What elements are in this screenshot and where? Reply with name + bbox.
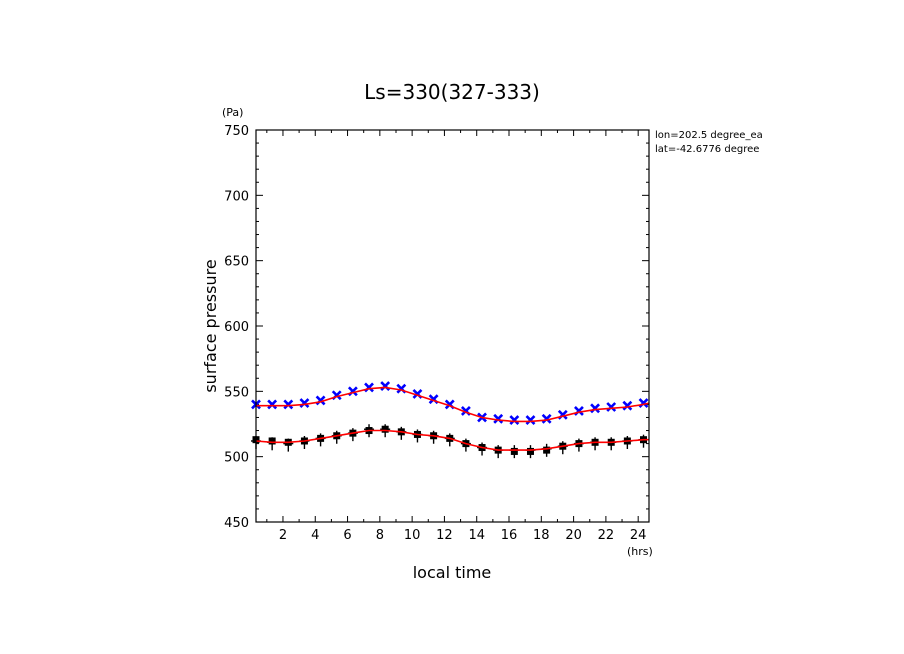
data-point xyxy=(299,398,310,409)
data-point xyxy=(622,400,633,411)
data-point xyxy=(638,398,649,409)
data-point xyxy=(590,403,600,414)
data-point xyxy=(381,425,389,433)
x-tick-label: 6 xyxy=(343,528,351,543)
plot-frame xyxy=(255,129,650,523)
y-tick-label: 500 xyxy=(224,451,249,466)
x-tick-label: 2 xyxy=(279,528,287,543)
plot-area xyxy=(251,381,650,459)
x-tick-label: 10 xyxy=(404,528,421,543)
data-point xyxy=(268,437,276,445)
y-unit-label: (Pa) xyxy=(222,106,243,119)
data-point xyxy=(526,447,534,455)
x-tick-label: 14 xyxy=(468,528,485,543)
data-point xyxy=(283,399,294,410)
y-tick-label: 700 xyxy=(224,189,249,204)
x-tick-label: 24 xyxy=(630,528,647,543)
y-tick-label: 550 xyxy=(224,385,249,400)
y-tick-label: 750 xyxy=(224,124,249,139)
data-point xyxy=(315,395,326,406)
series-line xyxy=(256,386,650,423)
data-point xyxy=(364,382,374,393)
y-tick-label: 450 xyxy=(224,516,249,531)
data-point xyxy=(267,399,278,410)
axes: 2 4 6 8 10 12 14 16 18 20 22 2445050055060065070075… xyxy=(224,124,649,543)
x-tick-label: 22 xyxy=(598,528,615,543)
data-point xyxy=(574,406,584,416)
x-tick-label: 16 xyxy=(501,528,518,543)
x-axis-title: local time xyxy=(413,563,492,582)
data-point xyxy=(606,402,617,412)
series-line xyxy=(255,429,649,451)
y-tick-label: 600 xyxy=(224,320,249,335)
data-point xyxy=(380,381,391,392)
chart-title: Ls=330(327-333) xyxy=(364,80,540,104)
lat-annotation: lat=-42.6776 degree xyxy=(655,144,759,155)
x-tick-label: 4 xyxy=(311,528,319,543)
lon-annotation: lon=202.5 degree_ea xyxy=(655,130,763,141)
x-tick-label: 20 xyxy=(565,528,582,543)
y-axis-title: surface pressure xyxy=(201,259,220,392)
x-tick-label: 12 xyxy=(436,528,453,543)
data-point xyxy=(541,413,552,424)
data-point xyxy=(525,415,536,425)
x-tick-label: 18 xyxy=(533,528,550,543)
data-point xyxy=(509,415,520,425)
data-point xyxy=(493,413,504,424)
x-tick-label: 8 xyxy=(376,528,384,543)
data-point xyxy=(510,447,518,455)
y-tick-label: 650 xyxy=(224,255,249,270)
series-4 xyxy=(255,429,649,451)
data-point xyxy=(543,446,551,454)
series-3 xyxy=(256,386,650,423)
x-unit-label: (hrs) xyxy=(627,545,653,558)
